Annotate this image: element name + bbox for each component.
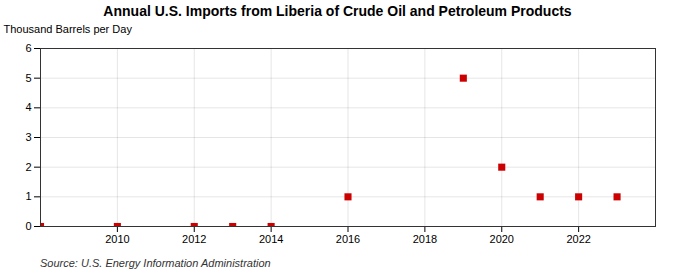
- svg-text:2020: 2020: [490, 233, 514, 245]
- svg-text:2016: 2016: [336, 233, 360, 245]
- svg-text:2022: 2022: [566, 233, 590, 245]
- svg-text:0: 0: [25, 220, 31, 232]
- html-text:Source: U.S. Energy Informatio: Source: U.S. Energy Information Administ…: [40, 257, 271, 269]
- svg-text:6: 6: [25, 42, 31, 54]
- svg-text:3: 3: [25, 131, 31, 143]
- svg-text:4: 4: [25, 101, 31, 113]
- svg-text:5: 5: [25, 72, 31, 84]
- svg-text:2: 2: [25, 161, 31, 173]
- svg-text:1: 1: [25, 190, 31, 202]
- svg-text:2012: 2012: [182, 233, 206, 245]
- svg-text:2018: 2018: [413, 233, 437, 245]
- svg-text:Thousand Barrels per Day: Thousand Barrels per Day: [4, 23, 133, 35]
- svg-text:2010: 2010: [105, 233, 129, 245]
- html-text:Annual U.S. Imports from Liber: Annual U.S. Imports from Liberia of Crud…: [103, 3, 572, 19]
- svg-text:2014: 2014: [259, 233, 283, 245]
